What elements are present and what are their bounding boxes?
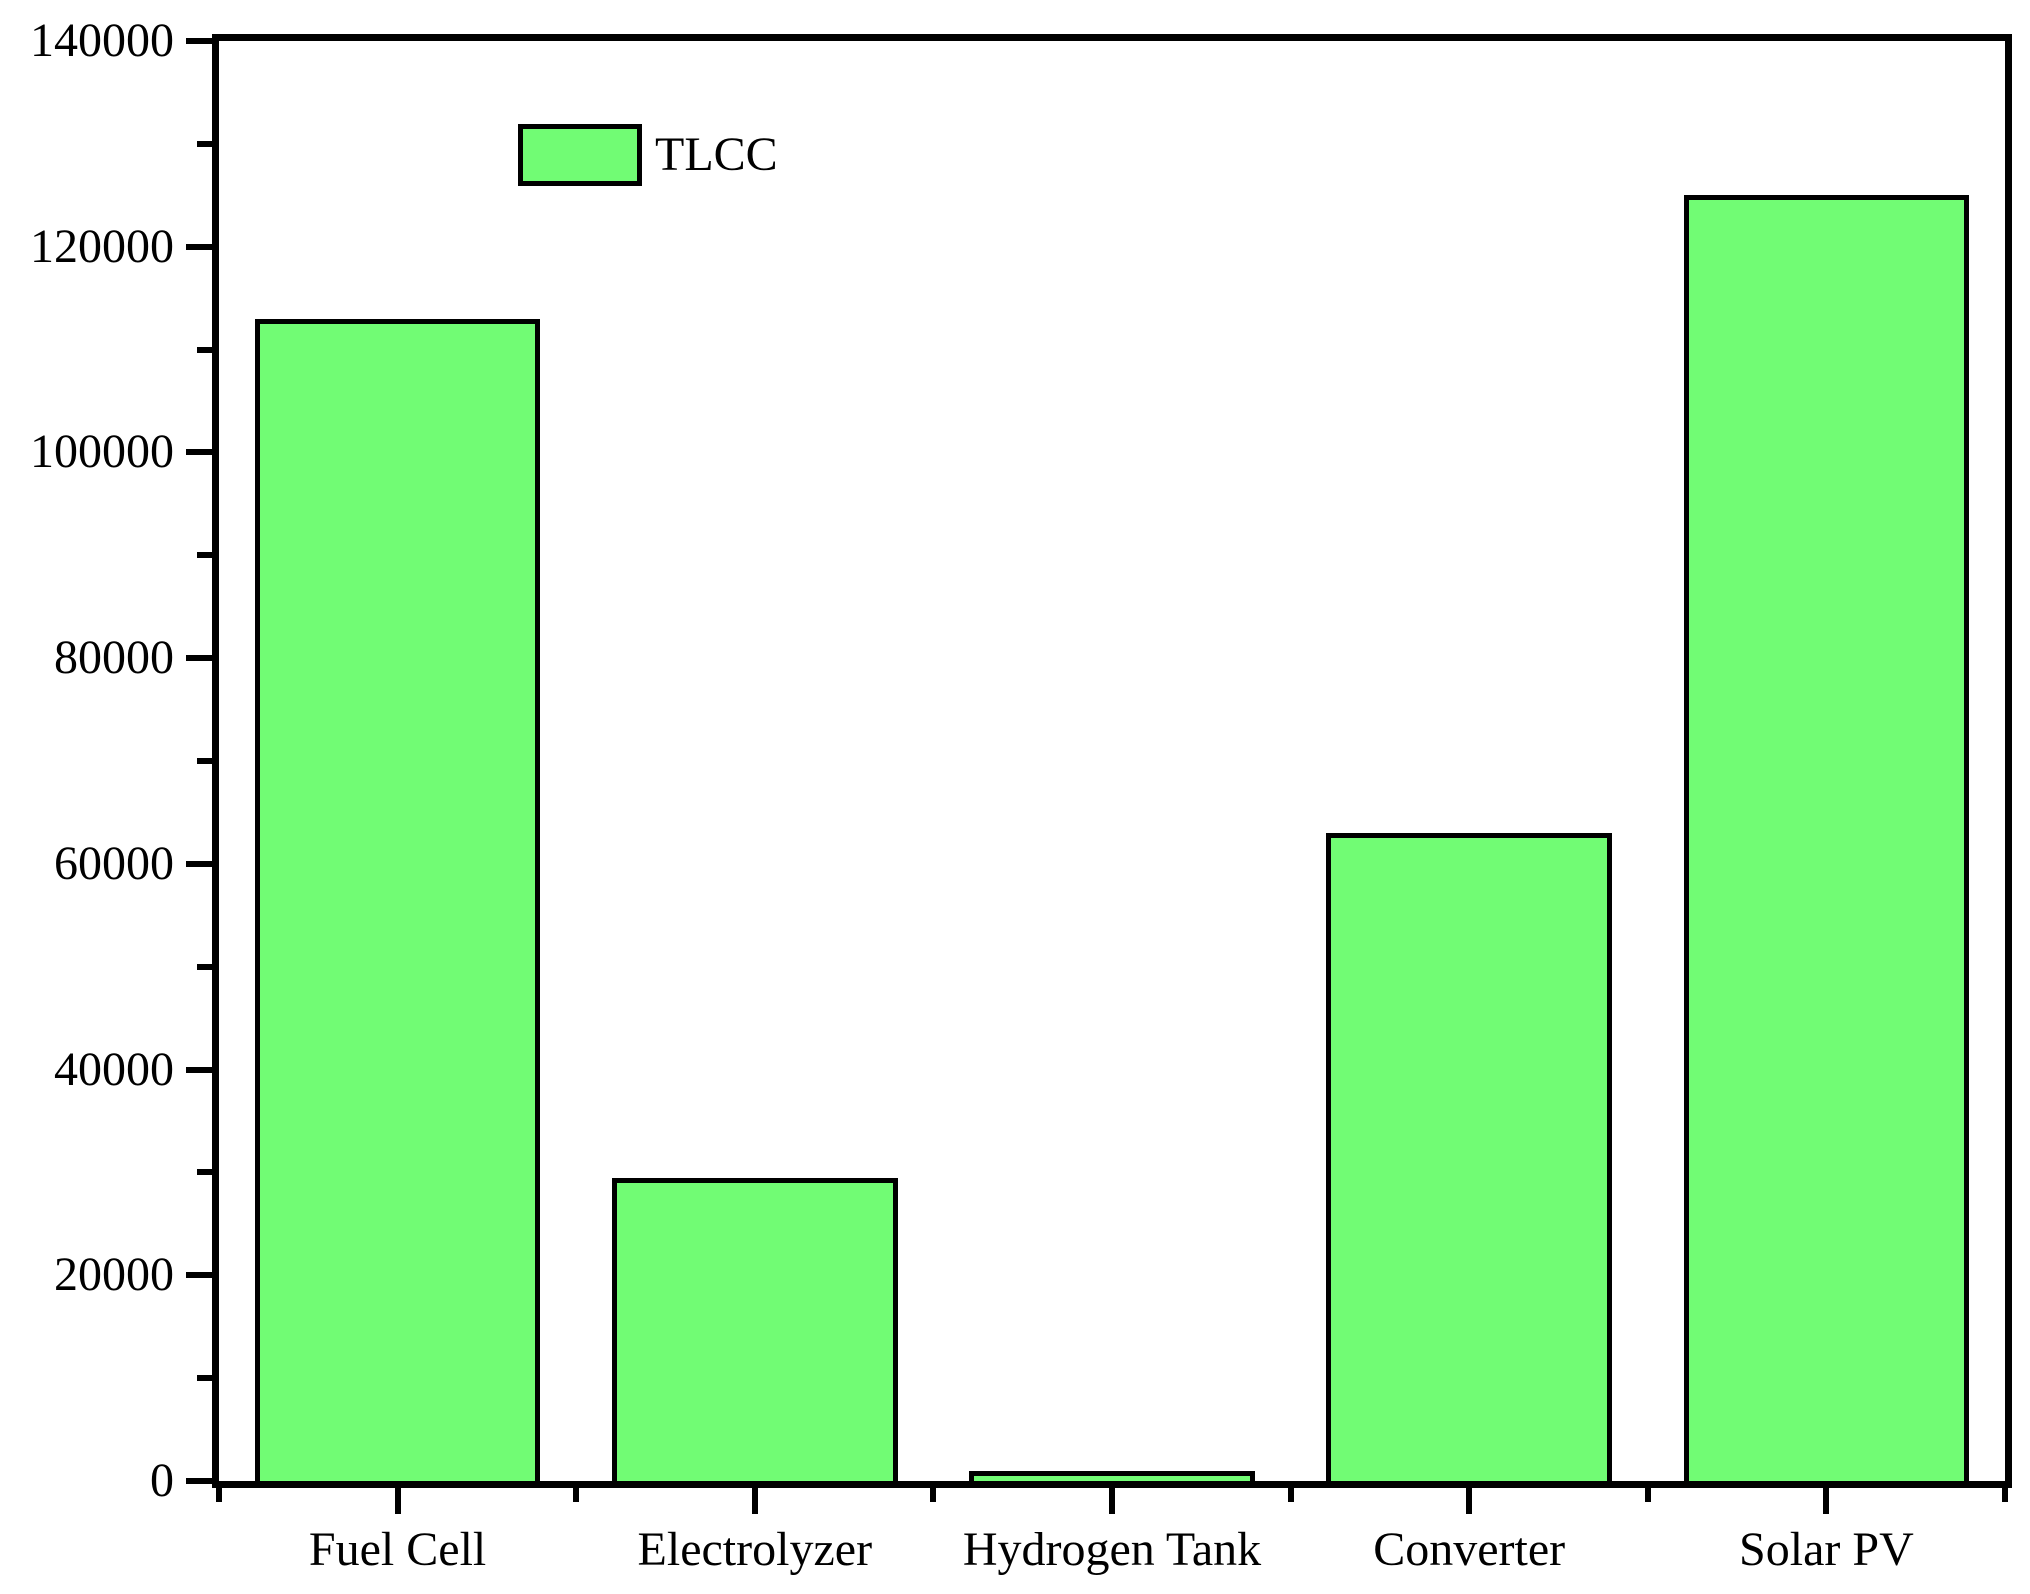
y-tick-label: 120000 [30, 219, 174, 273]
bar-slot-electrolyzer [576, 41, 933, 1481]
y-tick-label: 80000 [54, 631, 174, 685]
x-minor-tick [573, 1488, 580, 1502]
y-tick-label: 60000 [54, 836, 174, 890]
y-tick-label: 100000 [30, 425, 174, 479]
x-major-tick [1109, 1488, 1115, 1514]
y-minor-tick [197, 963, 212, 970]
bar-solar-pv [1683, 195, 1970, 1481]
y-major-tick [186, 243, 212, 250]
legend-swatch [518, 124, 642, 186]
bar-converter [1326, 833, 1613, 1481]
bar-electrolyzer [611, 1177, 898, 1481]
x-minor-tick [930, 1488, 937, 1502]
y-minor-tick [197, 1169, 212, 1176]
y-minor-tick [197, 140, 212, 147]
y-major-tick [186, 1478, 212, 1484]
bar-slot-converter [1291, 41, 1648, 1481]
bars-container [219, 41, 2005, 1481]
plot-area: TLCC [212, 34, 2012, 1488]
y-major-tick [186, 449, 212, 456]
bar-hydrogen-tank [969, 1470, 1255, 1481]
x-minor-tick [1287, 1488, 1294, 1502]
y-tick-label: 140000 [30, 14, 174, 67]
x-minor-tick [1644, 1488, 1651, 1502]
y-tick-label: 40000 [54, 1042, 174, 1096]
y-major-tick [186, 38, 212, 44]
y-major-tick [186, 655, 212, 662]
x-major-tick [1823, 1488, 1830, 1514]
bar-slot-hydrogen-tank [933, 41, 1290, 1481]
x-category-label-converter: Converter [1373, 1523, 1566, 1576]
x-minor-tick [216, 1488, 222, 1502]
bar-slot-fuel-cell [219, 41, 576, 1481]
x-category-label-hydrogen-tank: Hydrogen Tank [962, 1523, 1262, 1576]
y-minor-tick [197, 552, 212, 559]
y-major-tick [186, 1066, 212, 1073]
y-major-tick [186, 1272, 212, 1279]
y-major-tick [186, 860, 212, 867]
y-minor-tick [197, 1375, 212, 1382]
bar-slot-solar-pv [1648, 41, 2005, 1481]
y-minor-tick [197, 346, 212, 353]
y-tick-label: 20000 [54, 1248, 174, 1302]
x-major-tick [1466, 1488, 1473, 1514]
x-major-tick [394, 1488, 401, 1514]
x-category-label-electrolyzer: Electrolyzer [637, 1523, 873, 1576]
x-category-label-fuel-cell: Fuel Cell [308, 1523, 487, 1576]
x-category-label-solar-pv: Solar PV [1739, 1523, 1914, 1576]
x-major-tick [751, 1488, 758, 1514]
y-tick-label: 0 [150, 1454, 174, 1507]
y-minor-tick [197, 758, 212, 764]
bar-fuel-cell [254, 318, 541, 1481]
legend-label: TLCC [655, 128, 778, 181]
x-minor-tick [2002, 1488, 2008, 1502]
